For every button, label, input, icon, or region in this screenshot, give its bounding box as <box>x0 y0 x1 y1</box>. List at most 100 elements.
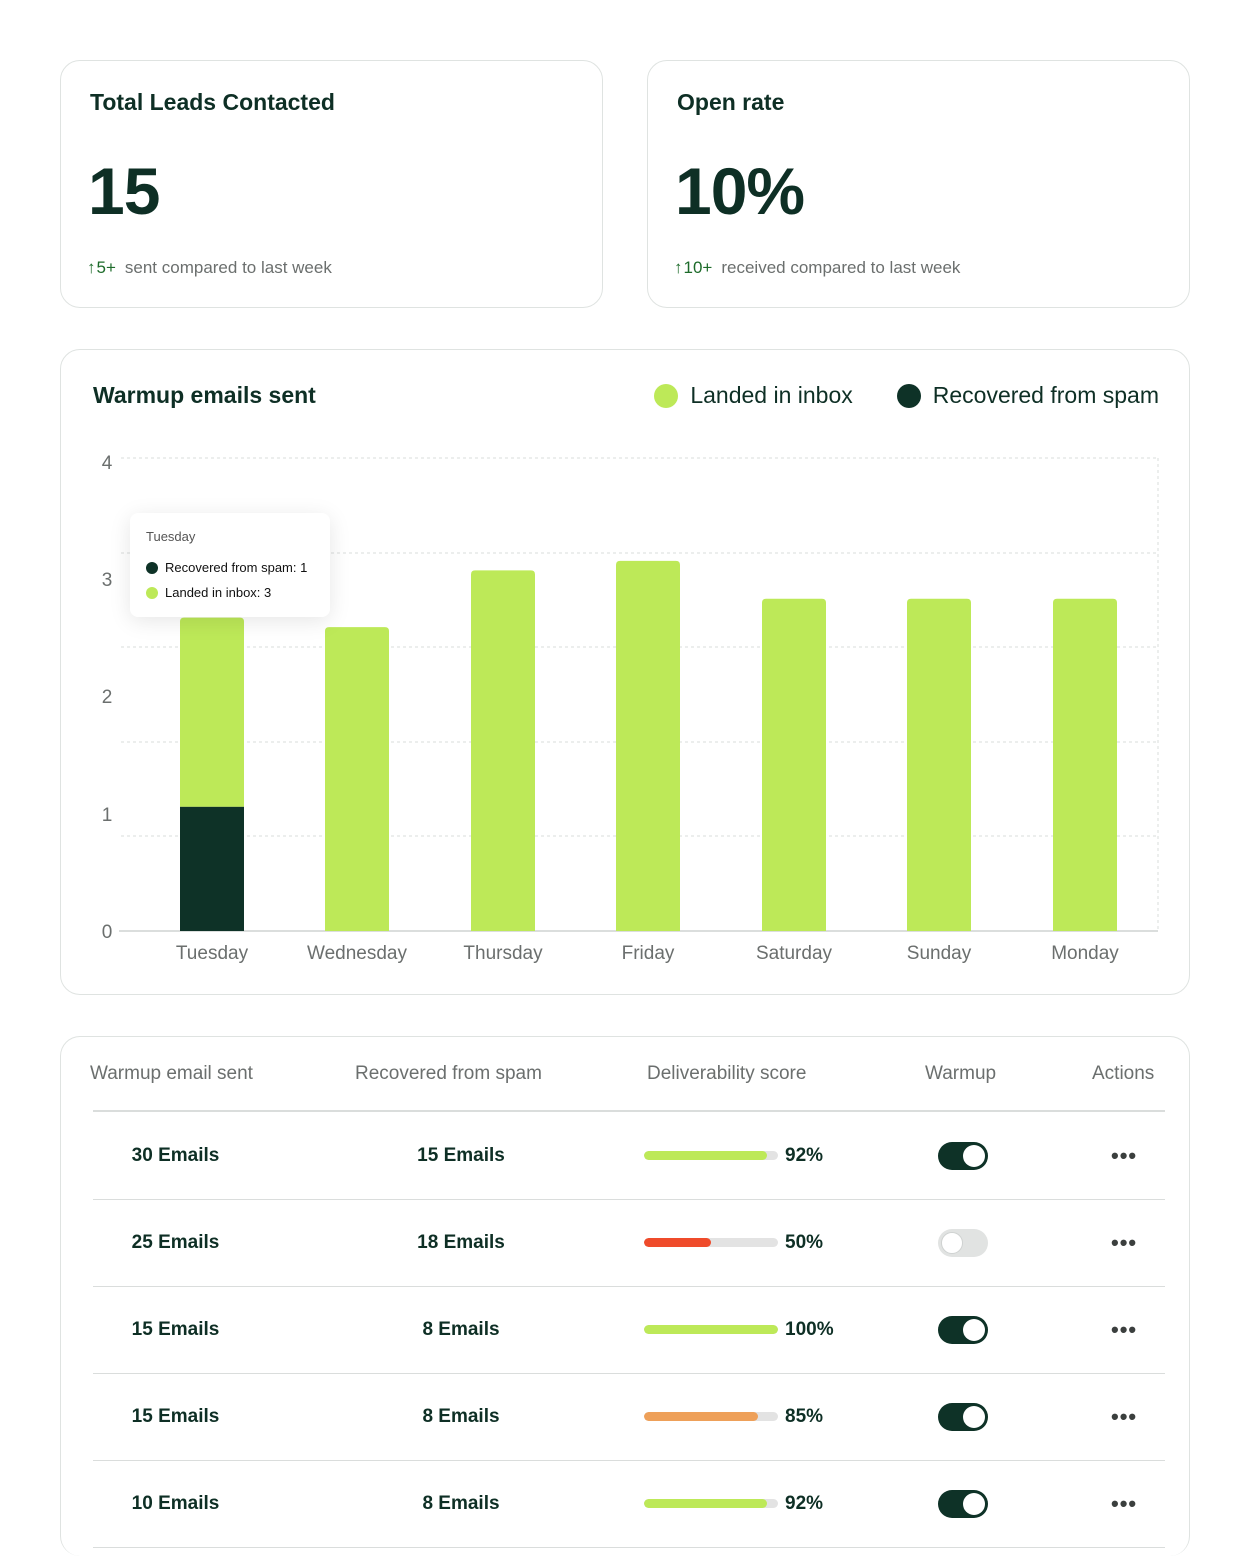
score-label: 92% <box>785 1492 824 1514</box>
more-horizontal-icon[interactable]: ••• <box>1111 1316 1138 1342</box>
open-rate-title: Open rate <box>677 89 785 115</box>
bar-landed-in-inbox <box>616 560 680 931</box>
cell-actions: ••• <box>1111 1112 1137 1199</box>
cell-recovered: 8 Emails <box>422 1492 500 1514</box>
cell-warmup-sent: 10 Emails <box>131 1492 220 1514</box>
score-label: 100% <box>785 1318 834 1340</box>
open-rate-change-value: 10+ <box>683 258 713 277</box>
x-tick-label: Friday <box>622 943 675 964</box>
y-tick-label: 2 <box>102 687 113 708</box>
tooltip-inbox-text: Landed in inbox: 3 <box>165 585 272 600</box>
score-bar-fill <box>644 1151 768 1160</box>
score-bar <box>644 1412 778 1421</box>
score-label: 50% <box>785 1231 824 1253</box>
toggle-knob <box>963 1405 985 1428</box>
cell-actions: ••• <box>1111 1286 1137 1373</box>
tooltip-row-inbox: Landed in inbox: 3 <box>146 585 314 600</box>
cell-deliverability: 50% <box>644 1199 823 1286</box>
warmup-toggle[interactable] <box>938 1141 988 1170</box>
bar-landed-in-inbox <box>325 627 389 931</box>
legend-dot-inbox <box>654 383 679 408</box>
open-rate-card: Open rate 10% ↑ 10+ received compared to… <box>647 60 1190 308</box>
open-rate-footer: ↑ 10+ received compared to last week <box>674 258 960 278</box>
bar-landed-in-inbox <box>180 617 244 807</box>
warmup-toggle[interactable] <box>938 1489 988 1518</box>
column-header-recovered[interactable]: Recovered from spam <box>355 1063 542 1084</box>
cell-actions: ••• <box>1111 1460 1137 1547</box>
total-leads-caption: sent compared to last week <box>124 258 332 277</box>
y-tick-label: 1 <box>102 805 113 826</box>
column-header-score[interactable]: Deliverability score <box>647 1063 807 1084</box>
more-horizontal-icon[interactable]: ••• <box>1111 1229 1138 1255</box>
total-leads-footer: ↑ 5+ sent compared to last week <box>87 258 332 278</box>
open-rate-change: ↑ 10+ <box>674 258 712 278</box>
score-bar <box>644 1325 778 1334</box>
table-row: 30 Emails 15 Emails 92% ••• <box>93 1112 1165 1200</box>
toggle-knob <box>941 1231 963 1254</box>
total-leads-change-value: 5+ <box>96 258 116 277</box>
x-tick-label: Sunday <box>907 943 972 964</box>
column-header-sent[interactable]: Warmup email sent <box>90 1063 253 1084</box>
score-label: 85% <box>785 1405 824 1427</box>
table-row: 15 Emails 8 Emails 100% ••• <box>93 1286 1165 1374</box>
score-bar-fill <box>644 1325 778 1334</box>
column-header-actions: Actions <box>1092 1063 1155 1084</box>
legend-dot-spam <box>896 383 921 408</box>
chart-title: Warmup emails sent <box>93 382 316 408</box>
cell-recovered: 18 Emails <box>417 1231 505 1253</box>
open-rate-caption: received compared to last week <box>721 258 961 277</box>
bar-landed-in-inbox <box>907 598 971 931</box>
table-row: 25 Emails 18 Emails 50% ••• <box>93 1199 1165 1287</box>
more-horizontal-icon[interactable]: ••• <box>1111 1142 1138 1168</box>
toggle-knob <box>963 1492 985 1515</box>
more-horizontal-icon[interactable]: ••• <box>1111 1403 1138 1429</box>
y-tick-label: 3 <box>102 570 113 591</box>
total-leads-value: 15 <box>88 154 160 228</box>
bar-recovered-from-spam <box>180 806 244 931</box>
more-horizontal-icon[interactable]: ••• <box>1111 1490 1138 1516</box>
cell-warmup-sent: 25 Emails <box>131 1231 220 1253</box>
total-leads-title: Total Leads Contacted <box>90 89 335 115</box>
chart-legend: Landed in inbox Recovered from spam <box>654 382 1159 409</box>
score-bar <box>644 1238 778 1247</box>
score-bar <box>644 1499 778 1508</box>
cell-warmup-toggle <box>938 1199 988 1286</box>
score-bar <box>644 1151 778 1160</box>
cell-warmup-sent: 15 Emails <box>131 1405 220 1427</box>
legend-item-inbox[interactable]: Landed in inbox <box>654 382 853 409</box>
cell-recovered: 8 Emails <box>422 1318 500 1340</box>
table-row: 15 Emails 8 Emails 85% ••• <box>93 1373 1165 1461</box>
tooltip-dot-spam <box>146 561 158 574</box>
cell-recovered: 15 Emails <box>417 1144 505 1166</box>
total-leads-change: ↑ 5+ <box>87 258 116 278</box>
tooltip-dot-inbox <box>146 586 158 599</box>
warmup-chart-card: 0 1 2 3 4 Tuesday Wednesday Thursday Friday Satur… <box>60 349 1190 995</box>
cell-warmup-toggle <box>938 1286 988 1373</box>
x-tick-label: Monday <box>1051 943 1119 964</box>
score-label: 92% <box>785 1144 824 1166</box>
arrow-up-icon: ↑ <box>87 258 96 277</box>
score-bar-fill <box>644 1499 768 1508</box>
table-row: 10 Emails 8 Emails 92% ••• <box>93 1460 1165 1548</box>
toggle-knob <box>963 1144 985 1167</box>
warmup-toggle[interactable] <box>938 1315 988 1344</box>
arrow-up-icon: ↑ <box>674 258 683 277</box>
bar-landed-in-inbox <box>471 570 535 931</box>
legend-label-inbox: Landed in inbox <box>690 382 853 408</box>
score-bar-fill <box>644 1238 711 1247</box>
bar-landed-in-inbox <box>1053 598 1117 931</box>
warmup-toggle[interactable] <box>938 1228 988 1257</box>
column-header-warmup[interactable]: Warmup <box>925 1063 997 1084</box>
cell-warmup-toggle <box>938 1460 988 1547</box>
bar-landed-in-inbox <box>762 598 826 931</box>
cell-recovered: 8 Emails <box>422 1405 500 1427</box>
cell-warmup-toggle <box>938 1373 988 1460</box>
total-leads-card: Total Leads Contacted 15 ↑ 5+ sent compa… <box>60 60 603 308</box>
warmup-toggle[interactable] <box>938 1402 988 1431</box>
cell-warmup-sent: 15 Emails <box>131 1318 220 1340</box>
cell-actions: ••• <box>1111 1199 1137 1286</box>
x-tick-label: Thursday <box>463 943 543 964</box>
legend-label-spam: Recovered from spam <box>932 382 1159 408</box>
cell-warmup-toggle <box>938 1112 988 1199</box>
legend-item-spam[interactable]: Recovered from spam <box>896 382 1159 409</box>
